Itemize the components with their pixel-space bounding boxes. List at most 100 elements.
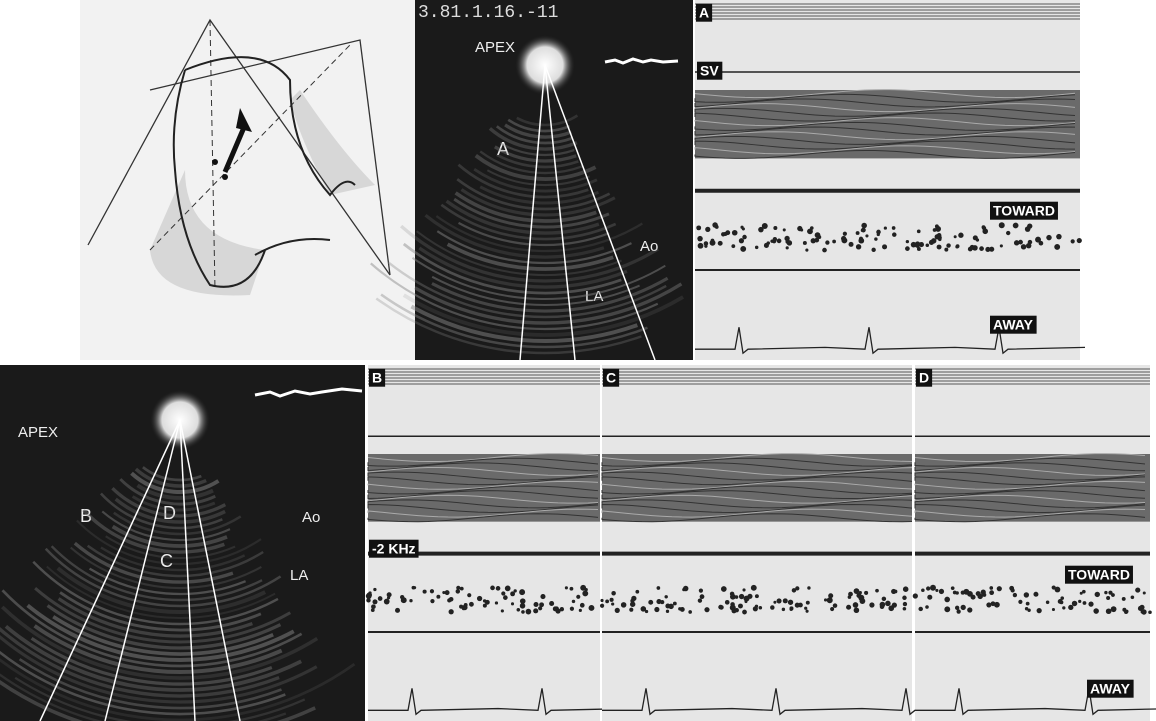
doppler-signal bbox=[1122, 597, 1126, 601]
doppler-signal bbox=[856, 244, 861, 249]
doppler-signal bbox=[521, 610, 525, 614]
doppler-signal bbox=[664, 595, 667, 598]
doppler-signal bbox=[755, 594, 759, 598]
apex-label: APEX bbox=[475, 39, 515, 56]
toward-label: TOWARD bbox=[1068, 567, 1130, 583]
doppler-signal bbox=[1088, 602, 1093, 607]
doppler-signal bbox=[572, 600, 575, 603]
doppler-signal bbox=[496, 586, 501, 591]
doppler-signal bbox=[520, 598, 526, 604]
doppler-signal bbox=[911, 242, 917, 248]
la-label: LA bbox=[290, 567, 308, 584]
doppler-signal bbox=[885, 601, 891, 607]
doppler-signal bbox=[935, 589, 938, 592]
doppler-signal bbox=[777, 598, 782, 603]
doppler-signal bbox=[876, 230, 881, 235]
doppler-signal bbox=[986, 602, 991, 607]
doppler-signal bbox=[549, 601, 554, 606]
doppler-signal bbox=[1071, 239, 1075, 243]
doppler-signal bbox=[783, 228, 786, 231]
doppler-signal bbox=[384, 599, 390, 605]
sample-dot bbox=[212, 159, 218, 165]
figure: 3.81.1.16.-11 APEX A Ao LA APEX B D C Ao… bbox=[0, 0, 1156, 721]
doppler-signal bbox=[582, 591, 588, 597]
bottom-echo: APEX B D C Ao LA bbox=[0, 365, 365, 721]
doppler-signal bbox=[927, 595, 932, 600]
doppler-signal bbox=[730, 592, 734, 596]
away-label: AWAY bbox=[1090, 681, 1131, 697]
doppler-signal bbox=[783, 598, 788, 603]
doppler-signal bbox=[926, 243, 930, 247]
doppler-signal bbox=[944, 606, 950, 612]
doppler-signal bbox=[730, 605, 736, 611]
doppler-signal bbox=[1093, 608, 1099, 614]
apex-label: APEX bbox=[18, 424, 58, 441]
doppler-signal bbox=[843, 232, 847, 236]
doppler-signal bbox=[725, 600, 730, 605]
doppler-signal bbox=[906, 240, 909, 243]
doppler-signal bbox=[372, 599, 377, 604]
doppler-signal bbox=[467, 593, 471, 597]
doppler-signal bbox=[832, 240, 836, 244]
la-label: LA bbox=[585, 288, 603, 305]
doppler-signal bbox=[395, 608, 400, 613]
doppler-signal bbox=[1138, 606, 1143, 611]
panel-label: B bbox=[372, 370, 382, 386]
doppler-signal bbox=[846, 605, 851, 610]
doppler-signal bbox=[456, 589, 460, 593]
doppler-signal bbox=[1106, 608, 1112, 614]
doppler-signal bbox=[503, 595, 508, 600]
doppler-signal bbox=[742, 610, 747, 615]
doppler-signal bbox=[888, 605, 894, 611]
doppler-signal bbox=[874, 237, 877, 240]
doppler-signal bbox=[1025, 226, 1031, 232]
doppler-signal bbox=[725, 230, 730, 235]
doppler-signal bbox=[903, 607, 907, 611]
doppler-signal bbox=[1062, 606, 1065, 609]
page: {"top_echo": {"header": "3.81.1.16.-11",… bbox=[0, 0, 1156, 721]
doppler-signal bbox=[751, 585, 757, 591]
doppler-signal bbox=[892, 232, 896, 236]
doppler-signal bbox=[1021, 244, 1026, 249]
doppler-signal bbox=[1035, 593, 1038, 596]
doppler-signal bbox=[1082, 590, 1086, 594]
doppler-signal bbox=[704, 245, 707, 248]
doppler-signal bbox=[921, 588, 925, 592]
doppler-signal bbox=[759, 606, 763, 610]
doppler-signal bbox=[788, 600, 793, 605]
panel-label: A bbox=[699, 5, 709, 21]
doppler-signal bbox=[963, 589, 969, 595]
doppler-signal bbox=[447, 598, 451, 602]
doppler-signal bbox=[1106, 596, 1110, 600]
panel-label: D bbox=[919, 370, 929, 386]
doppler-signal bbox=[740, 226, 743, 229]
doppler-signal bbox=[1014, 240, 1019, 245]
doppler-signal bbox=[1046, 601, 1050, 605]
doppler-signal bbox=[657, 586, 661, 590]
doppler-signal bbox=[739, 594, 744, 599]
doppler-signal bbox=[721, 586, 727, 592]
doppler-signal bbox=[483, 604, 487, 608]
doppler-signal bbox=[700, 594, 705, 599]
doppler-signal bbox=[526, 609, 532, 615]
doppler-signal bbox=[1000, 244, 1003, 247]
doppler-signal bbox=[961, 605, 966, 610]
doppler-signal bbox=[645, 610, 648, 613]
doppler-signal bbox=[773, 237, 777, 241]
doppler-signal bbox=[648, 600, 653, 605]
doppler-signal bbox=[366, 598, 370, 602]
doppler-signal bbox=[738, 604, 743, 609]
doppler-signal bbox=[918, 607, 922, 611]
doppler-signal bbox=[718, 605, 723, 610]
doppler-signal bbox=[673, 602, 677, 606]
doppler-signal bbox=[825, 240, 829, 244]
doppler-signal bbox=[803, 241, 807, 245]
doppler-signal bbox=[944, 248, 948, 252]
doppler-signal bbox=[517, 608, 521, 612]
doppler-signal bbox=[668, 604, 673, 609]
doppler-signal bbox=[999, 222, 1005, 228]
doppler-signal bbox=[786, 246, 789, 249]
doppler-signal bbox=[1068, 605, 1073, 610]
doppler-signal bbox=[773, 601, 776, 604]
doppler-signal bbox=[378, 596, 383, 601]
